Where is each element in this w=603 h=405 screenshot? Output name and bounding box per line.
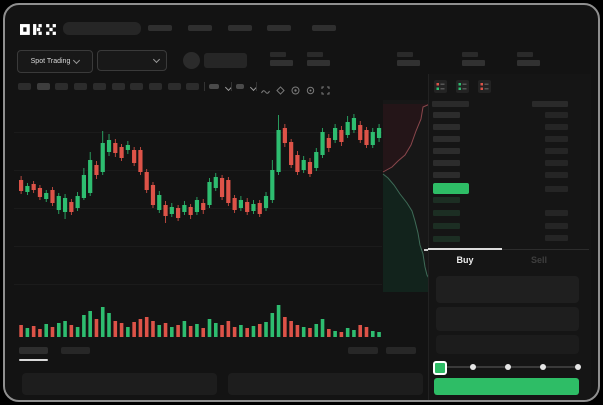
nav-item[interactable] xyxy=(188,25,212,31)
book-bids-icon[interactable] xyxy=(456,80,469,98)
timeframe-button[interactable] xyxy=(111,83,125,90)
chart-bottom-tab[interactable] xyxy=(61,347,90,354)
chart-bottom-placeholder xyxy=(386,347,416,354)
pair-name-placeholder xyxy=(204,53,247,68)
slider-step-dot[interactable] xyxy=(540,364,546,370)
ask-row-amount[interactable] xyxy=(545,112,568,118)
stat-label-placeholder xyxy=(270,52,286,57)
gear-icon[interactable] xyxy=(306,82,315,100)
stat-value-placeholder xyxy=(270,60,293,66)
ask-row-amount[interactable] xyxy=(545,148,568,154)
chart-bottom-placeholder xyxy=(348,347,378,354)
slider-step-dot[interactable] xyxy=(470,364,476,370)
market-selector-button[interactable]: Spot Trading xyxy=(17,50,93,73)
timeframe-button[interactable] xyxy=(92,83,106,90)
camera-icon[interactable] xyxy=(291,82,300,100)
nav-item[interactable] xyxy=(267,25,291,31)
buy-tab-underline xyxy=(428,248,502,250)
nav-item[interactable] xyxy=(312,25,336,31)
timeframe-button[interactable] xyxy=(55,83,69,90)
bid-row-amount[interactable] xyxy=(545,210,568,216)
order-total-field[interactable] xyxy=(436,335,579,354)
candlestick-chart[interactable] xyxy=(14,97,431,345)
coin-icon xyxy=(183,52,200,69)
diamond-icon[interactable] xyxy=(276,82,285,100)
expand-icon[interactable] xyxy=(321,82,330,100)
slider-handle[interactable] xyxy=(433,361,447,375)
okx-logo xyxy=(20,22,57,40)
buy-button[interactable] xyxy=(434,378,579,395)
ask-row-amount[interactable] xyxy=(545,172,568,178)
last-price-bar[interactable] xyxy=(433,183,469,194)
chevron-down-icon xyxy=(152,55,161,64)
book-asks-icon[interactable] xyxy=(478,80,491,98)
bid-row-amount[interactable] xyxy=(545,186,568,192)
book-combined-icon[interactable] xyxy=(434,80,447,98)
ask-row-amount[interactable] xyxy=(545,124,568,130)
bottom-panel-right[interactable] xyxy=(228,373,423,395)
timeframe-button[interactable] xyxy=(167,83,181,90)
orderbook-header-right xyxy=(532,101,568,107)
timeframe-button[interactable] xyxy=(18,83,31,90)
timeframe-button[interactable] xyxy=(74,83,88,90)
market-selector-label: Spot Trading xyxy=(30,58,71,65)
bid-row-amount[interactable] xyxy=(545,235,568,241)
active-tab-underline xyxy=(19,359,48,361)
chart-style-dropdown-label[interactable] xyxy=(236,84,244,89)
app-window: Spot Trading xyxy=(3,3,600,402)
search-input[interactable] xyxy=(63,22,141,35)
ask-row-price[interactable] xyxy=(433,124,460,130)
ask-row-price[interactable] xyxy=(433,148,460,154)
stat-value-placeholder xyxy=(307,60,330,66)
indicator-dropdown-label[interactable] xyxy=(209,84,219,89)
bid-row-price[interactable] xyxy=(433,236,460,242)
stat-value-placeholder xyxy=(517,60,540,66)
timeframe-button[interactable] xyxy=(148,83,162,90)
timeframe-button[interactable] xyxy=(130,83,144,90)
bid-row-price[interactable] xyxy=(433,223,460,229)
tab-sell[interactable]: Sell xyxy=(530,255,547,265)
bid-row-price[interactable] xyxy=(433,197,460,203)
chevron-down-icon xyxy=(73,56,81,65)
bid-row-amount[interactable] xyxy=(545,223,568,229)
tab-buy[interactable]: Buy xyxy=(456,255,474,265)
stat-label-placeholder xyxy=(517,52,533,57)
timeframe-button[interactable] xyxy=(36,83,50,90)
ask-row-price[interactable] xyxy=(433,172,460,178)
ask-row-amount[interactable] xyxy=(545,160,568,166)
order-amount-field[interactable] xyxy=(436,307,579,331)
stat-value-placeholder xyxy=(462,60,485,66)
tab-divider xyxy=(428,249,589,250)
bottom-panel-left[interactable] xyxy=(22,373,217,395)
stat-label-placeholder xyxy=(307,52,323,57)
nav-item[interactable] xyxy=(148,25,172,31)
wave-icon[interactable] xyxy=(261,83,270,101)
bid-row-price[interactable] xyxy=(433,210,460,216)
nav-item[interactable] xyxy=(228,25,252,31)
ask-row-price[interactable] xyxy=(433,112,460,118)
slider-step-dot[interactable] xyxy=(505,364,511,370)
order-price-field[interactable] xyxy=(436,276,579,303)
ask-row-amount[interactable] xyxy=(545,136,568,142)
timeframe-button[interactable] xyxy=(186,83,200,90)
orderbook-header-left xyxy=(432,101,469,107)
pair-selector-dropdown[interactable] xyxy=(97,50,167,71)
stat-label-placeholder xyxy=(397,52,413,57)
ask-row-price[interactable] xyxy=(433,160,460,166)
ask-row-price[interactable] xyxy=(433,136,460,142)
slider-step-dot[interactable] xyxy=(575,364,581,370)
chart-bottom-tab-active[interactable] xyxy=(19,347,48,354)
stat-value-placeholder xyxy=(397,60,420,66)
stat-label-placeholder xyxy=(462,52,478,57)
